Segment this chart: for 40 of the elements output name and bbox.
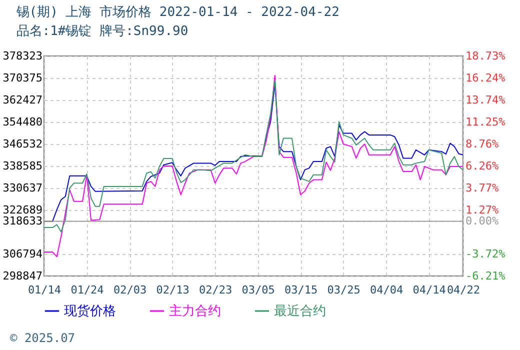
y-tick-label: 338585 bbox=[2, 160, 42, 172]
line-series bbox=[44, 74, 464, 258]
legend-label: 主力合约 bbox=[169, 303, 221, 319]
y2-tick-label: 3.77% bbox=[466, 181, 499, 194]
x-tick-label: 02/13 bbox=[156, 284, 190, 296]
chart-title: 锡(期) 上海 市场价格 2022-01-14 - 2022-04-22 bbox=[15, 5, 340, 20]
y2-tick-label: 13.74% bbox=[466, 94, 506, 107]
x-tick-label: 03/05 bbox=[242, 284, 275, 296]
x-tick-label: 02/03 bbox=[113, 284, 147, 296]
y2-tick-label: -6.21% bbox=[466, 270, 506, 282]
y-tick-label: 322689 bbox=[2, 204, 42, 216]
y-tick-label: 378323 bbox=[2, 50, 42, 62]
y-tick-label: 318633 bbox=[2, 214, 42, 228]
y-tick-label: 346532 bbox=[2, 138, 42, 150]
legend-label: 最近合约 bbox=[274, 304, 326, 319]
y-tick-label: 354480 bbox=[2, 116, 42, 128]
y-tick-label: 330637 bbox=[2, 182, 42, 194]
y2-tick-label: 18.73% bbox=[466, 50, 506, 62]
x-tick-label: 01/24 bbox=[70, 284, 104, 296]
y-tick-label: 306794 bbox=[2, 248, 43, 260]
y2-tick-label: 6.26% bbox=[466, 160, 499, 172]
x-tick-label: 03/15 bbox=[284, 284, 318, 296]
x-tick-label: 04/14 bbox=[412, 284, 446, 296]
y-tick-label: 362427 bbox=[2, 94, 42, 106]
x-tick-label: 02/23 bbox=[198, 284, 232, 296]
y2-tick-label: 11.25% bbox=[466, 115, 506, 128]
y2-tick-label: 0.00% bbox=[466, 214, 499, 228]
x-tick-label: 01/14 bbox=[28, 284, 62, 296]
y2-tick-label: 1.27% bbox=[466, 204, 499, 217]
legend-label: 现货价格 bbox=[64, 304, 116, 319]
y2-tick-label: -3.72% bbox=[466, 248, 506, 261]
x-tick-label: 04/04 bbox=[370, 284, 404, 296]
x-tick-label: 03/25 bbox=[327, 284, 360, 296]
y-tick-label: 298847 bbox=[2, 270, 42, 282]
y-tick-label: 370375 bbox=[2, 72, 42, 84]
text: © 2025.07 bbox=[10, 331, 76, 345]
y2-tick-label: 8.76% bbox=[466, 137, 499, 150]
x-tick-label: 04/22 bbox=[446, 284, 480, 296]
y2-tick-label: 16.24% bbox=[466, 71, 506, 84]
chart-subtitle: 品名:1#锡锭 牌号:Sn99.90 bbox=[16, 24, 188, 39]
